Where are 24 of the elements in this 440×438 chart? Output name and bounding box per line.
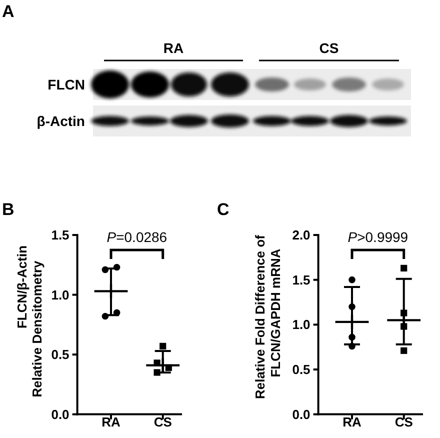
y-tick-label: 0.0 [292,406,310,422]
y-tick-label: 1.0 [51,287,70,302]
y-tick-label: 0.5 [292,362,310,377]
y-axis-title: FLCN/β-Actin Relative Densitometry [14,245,44,398]
y-tick-label: 1.5 [51,228,70,242]
annotation: P>0.9999 [348,229,408,245]
y-tick-label: 1.0 [292,317,310,332]
text: A [2,2,14,21]
text: β-Actin [36,113,85,129]
y-tick-label: 2.0 [292,228,310,242]
x-tick-label: RA [342,414,362,430]
x-tick-label: RA [102,414,121,430]
chart-title: B [2,200,14,219]
y-axis-title: Relative Fold Difference of FLCN/GAPDH mRNA [252,234,282,399]
y-tick-label: 1.5 [292,272,310,288]
x-tick-label: CS [154,414,172,430]
chart-title: C [217,200,230,219]
y-tick-label: 0.5 [51,347,70,362]
text: CS [319,40,339,56]
annotation: P=0.0286 [106,229,168,245]
x-tick-label: CS [394,414,414,430]
text: RA [163,40,184,56]
text: FLCN [48,76,85,92]
y-tick-label: 0.0 [51,406,70,422]
